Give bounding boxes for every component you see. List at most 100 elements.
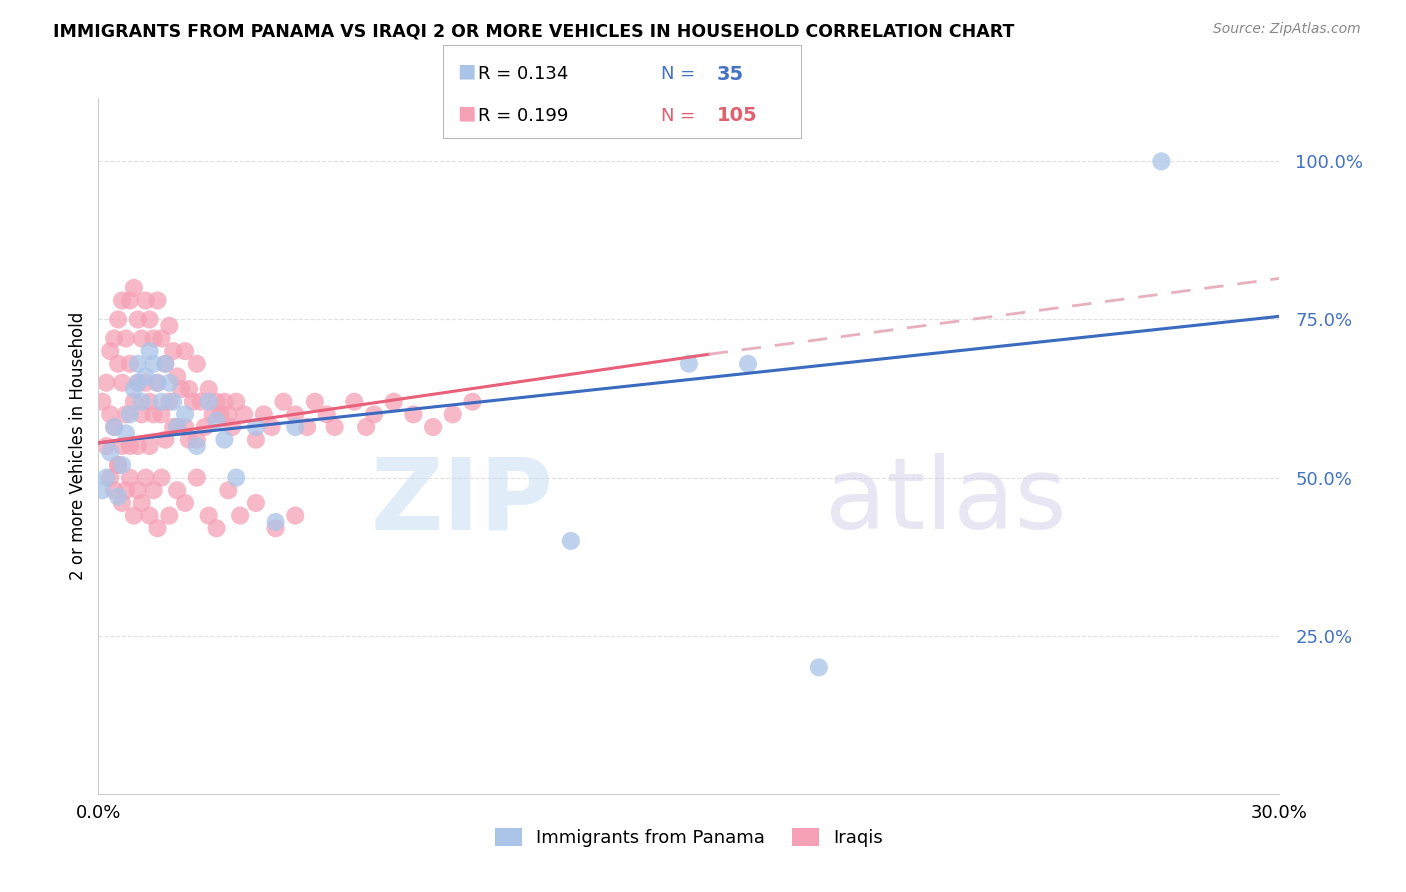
- Point: [245, 496, 267, 510]
- Point: [233, 408, 256, 422]
- Point: [115, 408, 138, 422]
- Point: [174, 496, 197, 510]
- Point: [131, 496, 153, 510]
- Point: [157, 508, 180, 523]
- Point: [166, 369, 188, 384]
- Point: [115, 426, 138, 441]
- Point: [127, 357, 149, 371]
- Legend: Immigrants from Panama, Iraqis: Immigrants from Panama, Iraqis: [488, 821, 890, 855]
- Point: [118, 357, 141, 371]
- Point: [253, 408, 276, 422]
- Point: [245, 433, 267, 447]
- Point: [181, 394, 204, 409]
- Point: [138, 508, 160, 523]
- Point: [150, 331, 173, 345]
- Point: [157, 318, 180, 333]
- Text: 105: 105: [717, 106, 758, 126]
- Point: [131, 408, 153, 422]
- Point: [225, 470, 247, 484]
- Point: [150, 408, 173, 422]
- Point: [150, 394, 173, 409]
- Point: [229, 508, 252, 523]
- Point: [107, 458, 129, 472]
- Point: [343, 394, 366, 409]
- Point: [284, 508, 307, 523]
- Point: [363, 408, 385, 422]
- Point: [205, 521, 228, 535]
- Text: ■: ■: [457, 62, 475, 81]
- Point: [118, 470, 141, 484]
- Point: [560, 533, 582, 548]
- Point: [118, 439, 141, 453]
- Point: [146, 521, 169, 535]
- Point: [122, 508, 145, 523]
- Point: [323, 420, 346, 434]
- Point: [135, 470, 157, 484]
- Point: [807, 660, 830, 674]
- Point: [157, 394, 180, 409]
- Point: [96, 376, 118, 390]
- Point: [98, 344, 121, 359]
- Point: [402, 408, 425, 422]
- Point: [354, 420, 377, 434]
- Point: [98, 470, 121, 484]
- Text: 35: 35: [717, 64, 744, 84]
- Text: N =: N =: [661, 107, 695, 125]
- Point: [678, 357, 700, 371]
- Text: N =: N =: [661, 65, 695, 83]
- Point: [138, 439, 160, 453]
- Point: [118, 293, 141, 308]
- Point: [146, 376, 169, 390]
- Point: [155, 357, 177, 371]
- Point: [162, 420, 184, 434]
- Point: [264, 515, 287, 529]
- Point: [103, 331, 125, 345]
- Point: [111, 376, 134, 390]
- Point: [737, 357, 759, 371]
- Point: [107, 458, 129, 472]
- Point: [138, 312, 160, 326]
- Point: [146, 376, 169, 390]
- Point: [142, 357, 165, 371]
- Point: [111, 293, 134, 308]
- Point: [131, 331, 153, 345]
- Point: [174, 420, 197, 434]
- Point: [205, 414, 228, 428]
- Point: [127, 376, 149, 390]
- Point: [177, 433, 200, 447]
- Point: [217, 408, 239, 422]
- Point: [150, 470, 173, 484]
- Y-axis label: 2 or more Vehicles in Household: 2 or more Vehicles in Household: [69, 312, 87, 580]
- Point: [138, 394, 160, 409]
- Point: [273, 394, 295, 409]
- Point: [221, 420, 243, 434]
- Point: [135, 293, 157, 308]
- Point: [186, 470, 208, 484]
- Point: [157, 376, 180, 390]
- Point: [225, 394, 247, 409]
- Point: [264, 521, 287, 535]
- Point: [461, 394, 484, 409]
- Point: [166, 420, 188, 434]
- Point: [115, 331, 138, 345]
- Point: [186, 357, 208, 371]
- Point: [194, 420, 217, 434]
- Point: [107, 357, 129, 371]
- Point: [142, 483, 165, 498]
- Point: [127, 376, 149, 390]
- Point: [91, 483, 114, 498]
- Point: [127, 439, 149, 453]
- Point: [201, 408, 224, 422]
- Point: [177, 382, 200, 396]
- Point: [107, 490, 129, 504]
- Point: [115, 483, 138, 498]
- Point: [205, 394, 228, 409]
- Point: [197, 382, 219, 396]
- Point: [138, 344, 160, 359]
- Point: [111, 439, 134, 453]
- Point: [98, 408, 121, 422]
- Point: [135, 376, 157, 390]
- Point: [209, 408, 232, 422]
- Point: [190, 394, 212, 409]
- Point: [382, 394, 405, 409]
